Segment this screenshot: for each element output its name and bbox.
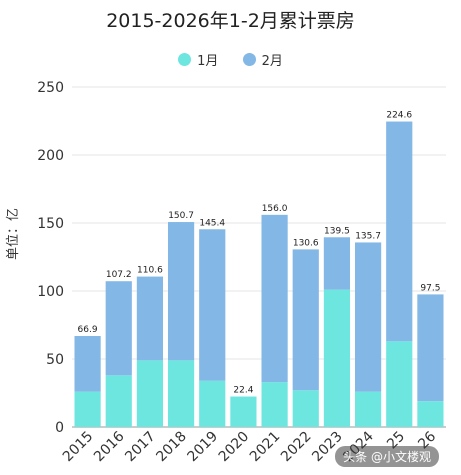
watermark: 头条 @小文楼观 (335, 446, 439, 467)
legend-item-feb[interactable]: 2月 (242, 50, 283, 69)
legend-swatch-feb (242, 53, 256, 66)
data-label-2021: 156.0 (262, 204, 288, 214)
x-tick-label-2015: 2015 (60, 429, 97, 466)
bar-2016-series-0 (105, 375, 132, 427)
data-label-2019: 145.4 (199, 218, 225, 228)
bar-2022-series-0 (292, 390, 319, 427)
bar-2015-series-1 (74, 336, 101, 392)
x-tick-label-2017: 2017 (122, 429, 159, 466)
legend: 1月 2月 (0, 50, 461, 70)
bar-2021-series-1 (261, 214, 288, 383)
data-label-2016: 107.2 (106, 270, 132, 280)
bar-2019-series-1 (199, 229, 226, 381)
bar-2022-series-1 (292, 249, 319, 391)
bar-2020-series-0 (230, 396, 257, 427)
bar-2019-series-0 (199, 380, 226, 427)
legend-item-jan[interactable]: 1月 (178, 50, 218, 69)
bar-25-series-1 (386, 121, 413, 342)
y-tick-label: 200 (37, 148, 64, 164)
x-tick-label-2022: 2022 (278, 429, 315, 466)
y-tick-label: 250 (37, 80, 64, 96)
legend-label-jan: 1月 (197, 54, 219, 69)
chart-title: 2015-2026年1-2月累计票房 (106, 10, 355, 32)
y-tick-label: 0 (55, 420, 64, 436)
data-label-2024: 135.7 (355, 231, 381, 241)
data-label-25: 224.6 (386, 111, 412, 121)
x-tick-label-2016: 2016 (91, 428, 128, 465)
bar-2017-series-1 (136, 276, 164, 361)
data-label-2018: 150.7 (168, 211, 194, 221)
legend-swatch-jan (178, 53, 192, 66)
bar-25-series-0 (386, 341, 413, 427)
data-label-2017: 110.6 (137, 266, 163, 276)
x-tick-label-2020: 2020 (216, 429, 253, 466)
bar-2023-series-1 (323, 237, 351, 290)
bar-2018-series-0 (167, 360, 195, 427)
bar-2021-series-0 (261, 382, 288, 427)
x-tick-label-2021: 2021 (247, 429, 284, 466)
y-tick-label: 50 (46, 352, 64, 368)
bar-26-series-0 (417, 401, 444, 427)
legend-label-feb: 2月 (261, 54, 283, 69)
bar-2024-series-1 (354, 242, 382, 392)
data-label-26: 97.5 (420, 283, 440, 293)
data-label-2023: 139.5 (324, 226, 350, 236)
data-label-2020: 22.4 (233, 386, 253, 396)
bar-2023-series-0 (323, 289, 351, 427)
y-tick-label: 100 (37, 284, 64, 300)
data-label-2015: 66.9 (78, 325, 98, 335)
bar-2016-series-1 (105, 281, 132, 376)
bar-2018-series-1 (167, 222, 195, 361)
x-tick-label-2018: 2018 (153, 429, 190, 466)
data-label-2022: 130.6 (293, 238, 319, 248)
y-tick-label: 150 (37, 216, 64, 232)
x-tick-label-2019: 2019 (185, 429, 222, 466)
bar-2017-series-0 (136, 360, 164, 427)
bar-2024-series-0 (354, 391, 382, 427)
bar-2015-series-0 (74, 391, 101, 427)
bar-26-series-1 (417, 294, 444, 402)
